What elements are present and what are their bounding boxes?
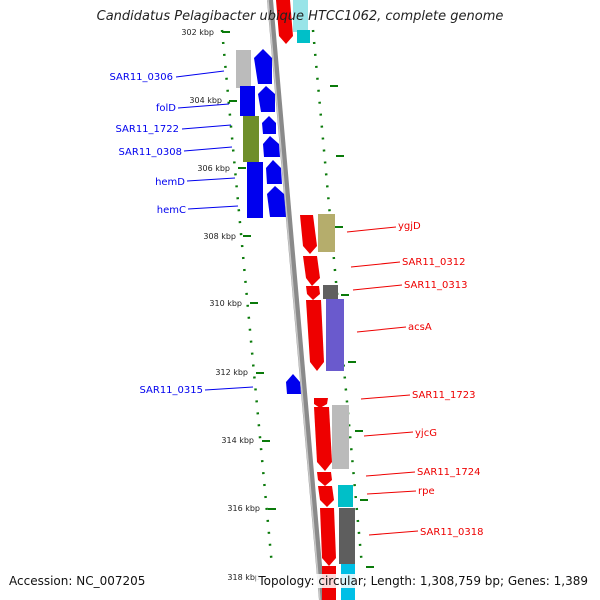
gene-label[interactable]: rpe	[418, 486, 435, 497]
gene-label-connector	[366, 490, 417, 495]
gene-label[interactable]: yjcG	[415, 428, 437, 439]
gene-arrow-reverse[interactable]	[318, 486, 334, 507]
gene-arrow-reverse[interactable]	[317, 472, 332, 486]
gene-arrow-reverse[interactable]	[314, 407, 332, 471]
gene-label-connector	[186, 177, 236, 182]
gene-feature-blue[interactable]	[247, 162, 263, 218]
gene-label-connector	[175, 70, 225, 78]
gene-feature-cyan[interactable]	[338, 485, 353, 507]
gene-label[interactable]: SAR11_0312	[402, 257, 466, 268]
gene-label[interactable]: SAR11_1722	[116, 124, 180, 135]
gene-label[interactable]: SAR11_1724	[417, 467, 481, 478]
gene-label[interactable]: SAR11_0308	[119, 147, 183, 158]
gene-label-connector	[181, 124, 232, 130]
gene-arrow-forward[interactable]	[254, 49, 272, 84]
gene-feature-gray[interactable]	[236, 50, 251, 88]
gene-label-connector	[204, 386, 254, 391]
topology-text: Topology: circular; Length: 1,308,759 bp…	[256, 574, 590, 588]
ruler-label: 304 kbp	[189, 96, 222, 105]
gene-arrow-forward[interactable]	[286, 374, 301, 394]
gene-arrow-forward[interactable]	[262, 116, 276, 134]
gene-arrow-forward[interactable]	[266, 160, 282, 184]
ruler-label: 318 kbp	[227, 573, 260, 582]
gene-label-connector	[187, 205, 239, 210]
ruler-label: 312 kbp	[215, 368, 248, 377]
gene-arrow-forward[interactable]	[267, 186, 286, 217]
gene-label[interactable]: SAR11_0318	[420, 527, 484, 538]
gene-label-connector	[177, 103, 230, 109]
gene-feature-olive[interactable]	[243, 116, 259, 162]
gene-feature-gray[interactable]	[332, 405, 349, 469]
gene-arrow-reverse[interactable]	[276, 0, 293, 44]
gene-feature-blue[interactable]	[240, 86, 255, 116]
ruler-label: 316 kbp	[227, 504, 260, 513]
gene-label-connector	[350, 261, 401, 268]
gene-feature-darkgray[interactable]	[323, 285, 338, 299]
gene-label-connector	[368, 530, 419, 536]
gene-arrow-forward[interactable]	[263, 136, 280, 157]
gene-arrow-reverse[interactable]	[314, 398, 328, 408]
gene-arrow-reverse[interactable]	[300, 215, 317, 254]
gene-feature-cyan[interactable]	[293, 0, 308, 32]
gene-label-connector	[352, 284, 403, 291]
gene-feature-darkgray[interactable]	[339, 508, 355, 564]
genome-backbone-highlight	[267, 0, 321, 600]
gene-feature-cyan[interactable]	[297, 30, 310, 43]
gene-arrow-reverse[interactable]	[320, 508, 336, 566]
gene-label-connector	[356, 326, 407, 333]
ruler-label: 308 kbp	[203, 232, 236, 241]
ruler-label: 306 kbp	[197, 164, 230, 173]
gene-label[interactable]: SAR11_0306	[110, 72, 174, 83]
gene-feature-khaki[interactable]	[318, 214, 335, 252]
map-title: Candidatus Pelagibacter ubique HTCC1062,…	[96, 9, 504, 24]
gene-label[interactable]: acsA	[408, 322, 432, 333]
gene-label-connector	[183, 146, 233, 152]
gene-label-connector	[365, 471, 416, 477]
gene-arrow-reverse[interactable]	[306, 286, 320, 300]
accession-text: Accession: NC_007205	[9, 574, 146, 588]
gene-arrow-reverse[interactable]	[306, 300, 324, 371]
gene-label[interactable]: SAR11_0315	[140, 385, 204, 396]
gene-label[interactable]: hemD	[155, 177, 185, 188]
gene-label[interactable]: SAR11_1723	[412, 390, 476, 401]
gene-label[interactable]: SAR11_0313	[404, 280, 468, 291]
gene-label[interactable]: folD	[156, 103, 176, 114]
ruler-label: 314 kbp	[221, 436, 254, 445]
gene-label-connector	[363, 431, 414, 437]
gene-arrow-reverse[interactable]	[303, 256, 320, 286]
ruler-label: 310 kbp	[209, 299, 242, 308]
gene-feature-purple[interactable]	[326, 299, 344, 371]
ruler-label: 302 kbp	[181, 28, 214, 37]
genome-backbone	[267, 0, 325, 600]
ruler-ticks	[222, 31, 374, 568]
gene-arrow-forward[interactable]	[258, 86, 275, 112]
gene-label-connector	[360, 394, 411, 400]
gene-label[interactable]: ygjD	[398, 221, 421, 232]
gene-label-connector	[346, 226, 397, 233]
gene-label[interactable]: hemC	[157, 205, 186, 216]
